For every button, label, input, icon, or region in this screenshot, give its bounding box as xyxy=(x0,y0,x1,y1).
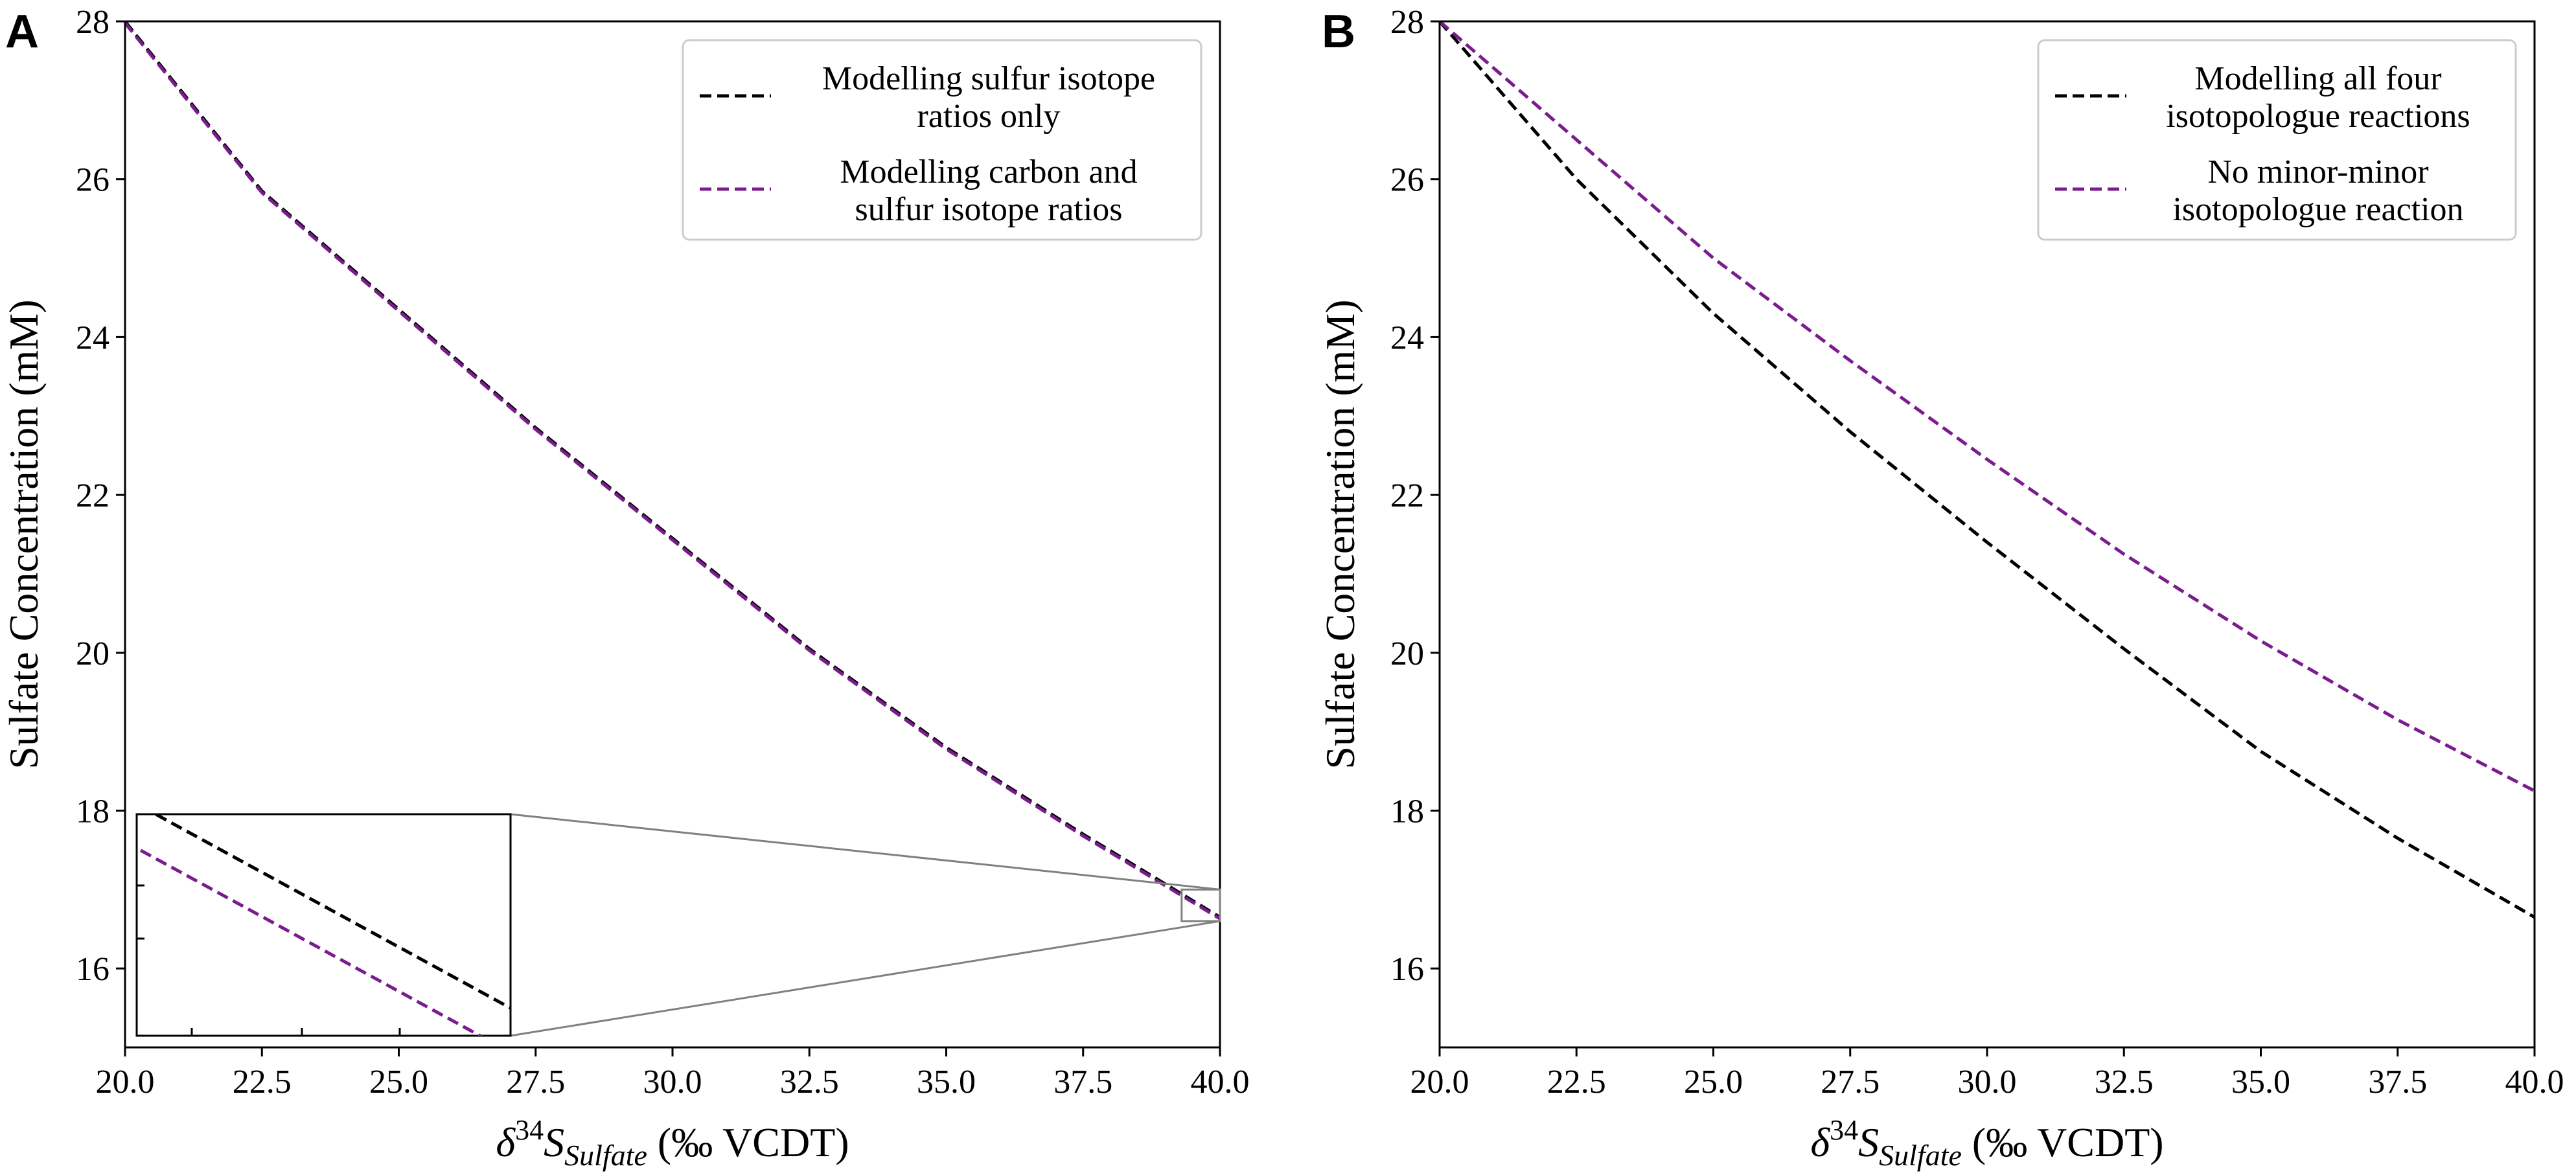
zoom-region-box xyxy=(1180,888,1221,922)
x-label-part: 34 xyxy=(515,1114,544,1146)
legend-box xyxy=(2037,39,2517,241)
x-label-part: S xyxy=(544,1119,564,1165)
x-label-part: δ xyxy=(1810,1119,1830,1165)
series-line-1 xyxy=(1440,21,2535,919)
zoom-connector-bottom xyxy=(510,920,1221,1037)
x-tick-label: 20.0 xyxy=(96,1064,155,1101)
series-line-2 xyxy=(125,21,1220,920)
y-axis-label: Sulfate Concentration (mM) xyxy=(1,299,47,769)
x-label-part: (‰ VCDT) xyxy=(1962,1119,2164,1165)
zoom-connector-top xyxy=(510,813,1221,891)
x-tick-label: 32.5 xyxy=(2095,1064,2154,1101)
x-axis-label: δ34SSulfate (‰ VCDT) xyxy=(1810,1114,2163,1172)
legend-label: isotopologue reactions xyxy=(2166,98,2470,135)
series-group xyxy=(1440,21,2535,919)
x-tick-label: 25.0 xyxy=(369,1064,428,1101)
panel-a: A 20.0 22.5 25.0 27.5 30.0 32.5 35.0 37.5 40.0 16 1… xyxy=(1,4,1250,1172)
legend-label: sulfur isotope ratios xyxy=(855,191,1122,228)
x-tick-label: 37.5 xyxy=(2368,1064,2427,1101)
legend-box xyxy=(682,39,1202,241)
y-axis-label: Sulfate Concentration (mM) xyxy=(1317,299,1363,769)
legend-label: Modelling sulfur isotope xyxy=(822,60,1155,97)
x-axis-label: δ34SSulfate (‰ VCDT) xyxy=(496,1114,849,1172)
legend-label: No minor-minor xyxy=(2207,154,2428,190)
inset-series-line-1 xyxy=(152,814,511,1010)
panel-letter: B xyxy=(1322,6,1355,58)
x-tick-label: 27.5 xyxy=(1821,1064,1880,1101)
y-tick-label: 28 xyxy=(76,4,109,41)
x-tick-label: 35.0 xyxy=(917,1064,976,1101)
x-label-part: 34 xyxy=(1830,1114,1858,1146)
x-tick-label: 40.0 xyxy=(1191,1064,1250,1101)
y-tick-label: 22 xyxy=(76,477,109,514)
legend-label: Modelling carbon and xyxy=(840,154,1137,190)
x-label-part: (‰ VCDT) xyxy=(647,1119,849,1165)
y-tick-label: 20 xyxy=(76,635,109,672)
y-tick-label: 22 xyxy=(1390,477,1424,514)
inset-frame xyxy=(135,813,512,1037)
panel-letter: A xyxy=(5,6,39,58)
y-tick-label: 20 xyxy=(1390,635,1424,672)
y-tick-label: 18 xyxy=(1390,793,1424,830)
x-tick-label: 22.5 xyxy=(1547,1064,1606,1101)
x-tick-label: 20.0 xyxy=(1410,1064,1469,1101)
inset-series-line-2 xyxy=(137,846,484,1036)
y-tick-label: 16 xyxy=(76,951,109,988)
x-label-part: S xyxy=(1858,1119,1879,1165)
legend-label: ratios only xyxy=(917,98,1061,135)
y-tick-label: 26 xyxy=(1390,162,1424,199)
x-tick-label: 40.0 xyxy=(2505,1064,2564,1101)
y-tick-label: 24 xyxy=(1390,319,1424,356)
x-label-part: δ xyxy=(496,1119,516,1165)
x-tick-label: 30.0 xyxy=(1958,1064,2017,1101)
x-tick-label: 22.5 xyxy=(233,1064,292,1101)
x-tick-label: 25.0 xyxy=(1684,1064,1743,1101)
x-tick-label: 27.5 xyxy=(506,1064,565,1101)
y-tick-label: 18 xyxy=(76,793,109,830)
x-tick-label: 30.0 xyxy=(643,1064,702,1101)
legend-label: isotopologue reaction xyxy=(2172,191,2463,228)
x-tick-label: 37.5 xyxy=(1053,1064,1112,1101)
inset-series-group xyxy=(137,814,511,1036)
x-tick-label: 35.0 xyxy=(2231,1064,2290,1101)
y-tick-label: 24 xyxy=(76,319,109,356)
legend-label: Modelling all four xyxy=(2194,60,2441,97)
series-line-2 xyxy=(1440,21,2535,793)
x-label-part: Sulfate xyxy=(1879,1139,1962,1172)
y-tick-label: 28 xyxy=(1390,4,1424,41)
x-tick-label: 32.5 xyxy=(780,1064,839,1101)
x-label-part: Sulfate xyxy=(564,1139,647,1172)
y-tick-label: 26 xyxy=(76,162,109,199)
y-tick-label: 16 xyxy=(1390,951,1424,988)
panel-b: B 20.0 22.5 25.0 27.5 30.0 32.5 35.0 37.5 40.0 16 1… xyxy=(1317,4,2564,1172)
series-group xyxy=(125,21,1220,920)
